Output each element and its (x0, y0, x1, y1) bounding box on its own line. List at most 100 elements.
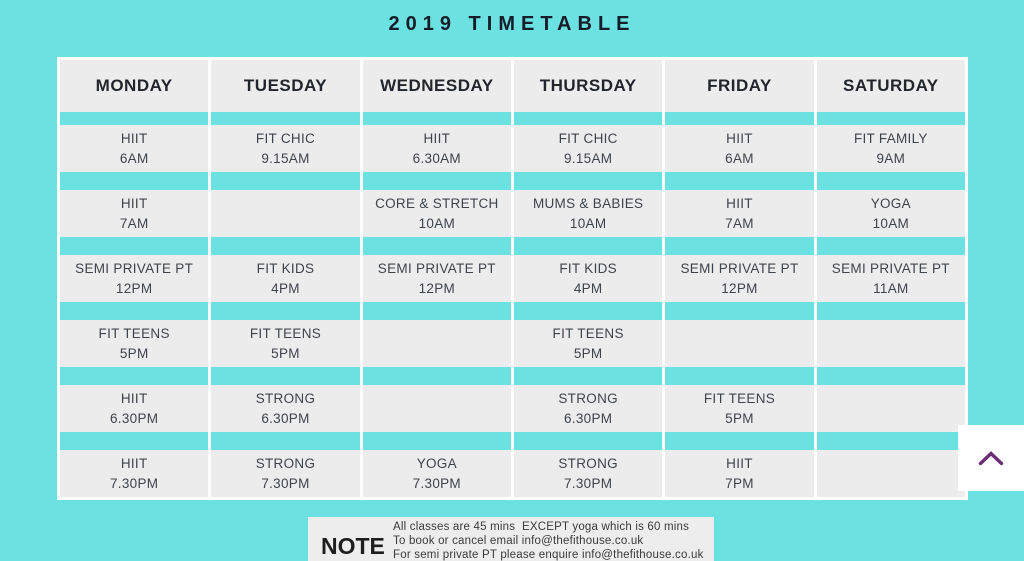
class-cell: YOGA 10AM (816, 172, 965, 237)
class-name: SEMI PRIVATE PT (831, 260, 950, 276)
class-cell: HIIT 6AM (665, 112, 814, 172)
class-time: 12PM (418, 280, 456, 296)
class-name: MUMS & BABIES (532, 195, 644, 211)
class-cell: HIIT 7AM (60, 172, 209, 237)
class-time: 5PM (271, 345, 300, 361)
class-cell: STRONG 7.30PM (513, 432, 663, 497)
class-name: HIIT (726, 130, 753, 146)
class-name: FIT KIDS (256, 260, 315, 276)
class-name: FIT CHIC (255, 130, 316, 146)
class-time: 6.30PM (261, 410, 310, 426)
class-cell: STRONG 7.30PM (211, 432, 360, 497)
class-cell: FIT FAMILY 9AM (816, 112, 965, 172)
class-name: HIIT (120, 455, 148, 471)
class-name: SEMI PRIVATE PT (75, 260, 194, 276)
class-name: FIT TEENS (552, 325, 624, 341)
class-cell-empty (665, 302, 814, 367)
class-time: 9.15AM (563, 150, 613, 166)
class-name: STRONG (255, 455, 316, 471)
class-time: 10AM (872, 215, 910, 231)
class-cell: HIIT 6AM (60, 112, 209, 172)
class-cell: HIIT 7.30PM (60, 432, 209, 497)
class-cell: MUMS & BABIES 10AM (513, 172, 663, 237)
class-time: 9.15AM (261, 150, 310, 166)
class-name: HIIT (423, 130, 451, 146)
scroll-to-top-button[interactable] (958, 425, 1024, 491)
class-name: HIIT (120, 390, 148, 406)
class-time: 7AM (725, 215, 754, 231)
class-name: STRONG (558, 390, 618, 406)
class-name: HIIT (726, 455, 753, 471)
class-time: 5PM (119, 345, 149, 361)
chevron-up-icon (978, 450, 1004, 465)
day-header-tuesday: TUESDAY (211, 60, 360, 112)
class-time: 4PM (271, 280, 300, 296)
class-cell: CORE & STRETCH 10AM (362, 172, 511, 237)
class-name: SEMI PRIVATE PT (680, 260, 799, 276)
class-name: YOGA (870, 195, 911, 211)
class-cell-empty (211, 172, 360, 237)
class-name: FIT TEENS (249, 325, 322, 341)
class-cell: YOGA 7.30PM (362, 432, 511, 497)
class-name: HIIT (120, 130, 148, 146)
class-time: 12PM (115, 280, 153, 296)
class-cell-empty (816, 302, 965, 367)
class-name: STRONG (558, 455, 618, 471)
day-header-thursday: THURSDAY (513, 60, 663, 112)
class-name: YOGA (416, 455, 457, 471)
note-box: NOTE All classes are 45 mins EXCEPT yoga… (308, 517, 714, 561)
class-name: FIT TEENS (98, 325, 170, 341)
class-time: 6.30PM (563, 410, 613, 426)
class-cell: FIT TEENS 5PM (60, 302, 209, 367)
note-label: NOTE (321, 533, 385, 559)
class-name: FIT KIDS (559, 260, 617, 276)
class-time: 6AM (119, 150, 149, 166)
class-cell: SEMI PRIVATE PT 12PM (60, 237, 209, 302)
class-cell: STRONG 6.30PM (513, 367, 663, 432)
class-time: 7.30PM (110, 475, 159, 491)
class-cell: STRONG 6.30PM (211, 367, 360, 432)
class-cell: HIIT 7PM (665, 432, 814, 497)
class-cell: FIT KIDS 4PM (211, 237, 360, 302)
class-time: 7AM (119, 215, 149, 231)
class-time: 7.30PM (563, 475, 613, 491)
day-header-monday: MONDAY (60, 60, 209, 112)
class-time: 10AM (569, 215, 607, 231)
class-cell: FIT TEENS 5PM (211, 302, 360, 367)
class-time: 5PM (725, 410, 754, 426)
day-header-friday: FRIDAY (665, 60, 814, 112)
class-name: CORE & STRETCH (375, 195, 499, 211)
class-time: 5PM (573, 345, 603, 361)
class-cell: HIIT 6.30AM (362, 112, 511, 172)
class-name: STRONG (255, 390, 316, 406)
class-cell: HIIT 7AM (665, 172, 814, 237)
class-cell: FIT KIDS 4PM (513, 237, 663, 302)
class-time: 11AM (873, 280, 909, 296)
class-name: HIIT (726, 195, 753, 211)
day-header-saturday: SATURDAY (816, 60, 965, 112)
class-time: 12PM (721, 280, 758, 296)
day-header-wednesday: WEDNESDAY (362, 60, 511, 112)
class-cell: FIT TEENS 5PM (513, 302, 663, 367)
class-cell: SEMI PRIVATE PT 11AM (816, 237, 965, 302)
class-time: 4PM (573, 280, 603, 296)
class-time: 9AM (876, 150, 906, 166)
class-time: 7.30PM (261, 475, 310, 491)
note-lines: All classes are 45 mins EXCEPT yoga whic… (393, 520, 704, 561)
class-time: 7PM (725, 475, 754, 491)
class-name: HIIT (120, 195, 148, 211)
class-cell: SEMI PRIVATE PT 12PM (665, 237, 814, 302)
class-cell-empty (816, 432, 965, 497)
note-line-booking-email: To book or cancel email info@thefithouse… (393, 535, 644, 547)
class-time: 7.30PM (412, 475, 461, 491)
class-cell: FIT CHIC 9.15AM (513, 112, 663, 172)
note-line-semi-private-email: For semi private PT please enquire info@… (393, 549, 704, 561)
class-time: 6.30AM (412, 150, 461, 166)
class-time: 10AM (418, 215, 456, 231)
class-name: FIT FAMILY (853, 130, 928, 146)
class-time: 6AM (725, 150, 754, 166)
class-cell: SEMI PRIVATE PT 12PM (362, 237, 511, 302)
class-name: FIT TEENS (703, 390, 776, 406)
class-cell-empty (362, 367, 511, 432)
